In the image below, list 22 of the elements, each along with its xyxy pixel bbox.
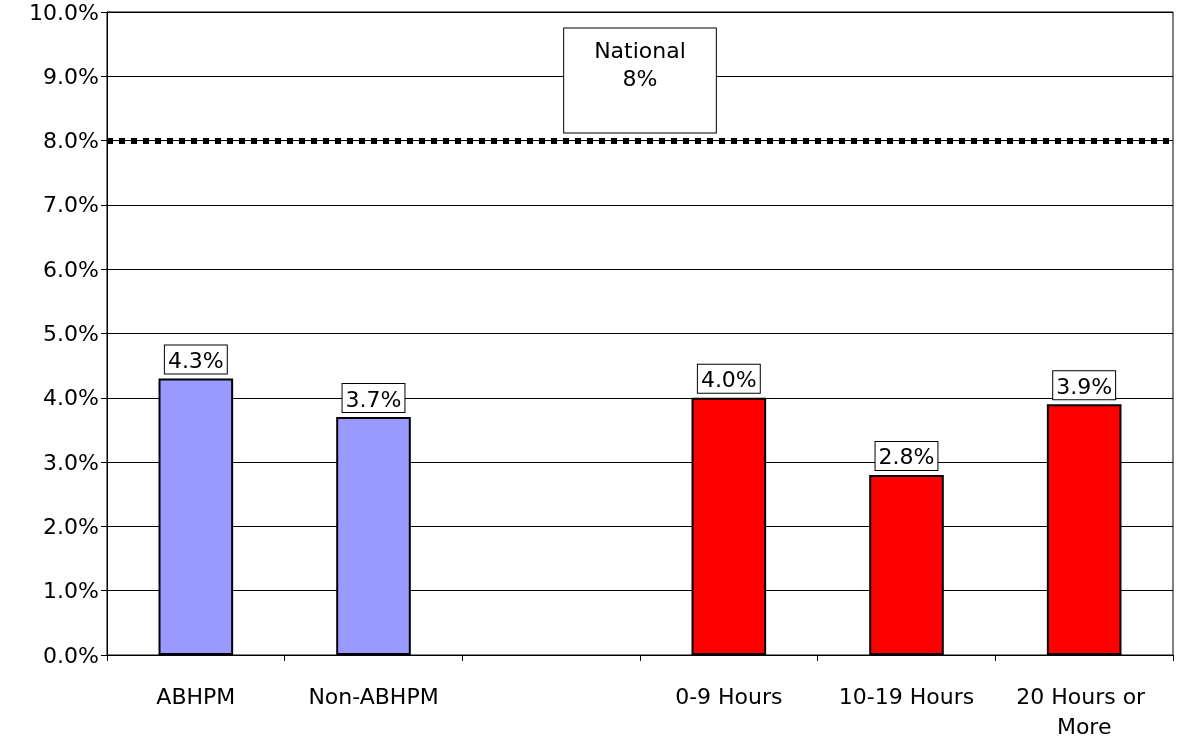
y-tick-label: 2.0% — [43, 513, 99, 539]
x-tick-label: 0-9 Hours — [675, 683, 783, 709]
x-tick-label: 20 Hours or More — [1016, 683, 1153, 739]
data-label: 3.9% — [1056, 373, 1113, 399]
data-label: 4.3% — [167, 348, 224, 374]
y-tick-label: 1.0% — [43, 578, 99, 604]
data-label: 3.7% — [345, 386, 402, 412]
y-tick-label: 10.0% — [29, 0, 99, 25]
x-tick-label: Non-ABHPM — [308, 683, 439, 709]
y-tick-label: 4.0% — [43, 385, 99, 411]
y-tick-label: 6.0% — [43, 256, 99, 282]
data-label: 4.0% — [700, 367, 757, 393]
x-tick-label: 10-19 Hours — [838, 683, 975, 709]
data-label: 2.8% — [878, 444, 935, 470]
ref-line-label: National 8% — [594, 38, 686, 92]
y-tick-label: 5.0% — [43, 321, 99, 346]
y-tick-label: 3.0% — [43, 449, 99, 475]
y-tick-label: 8.0% — [43, 128, 99, 154]
y-tick-label: 7.0% — [43, 192, 99, 218]
x-tick-label: ABHPM — [156, 683, 236, 709]
y-tick-label: 9.0% — [43, 63, 99, 89]
y-tick-label: 0.0% — [43, 642, 99, 668]
